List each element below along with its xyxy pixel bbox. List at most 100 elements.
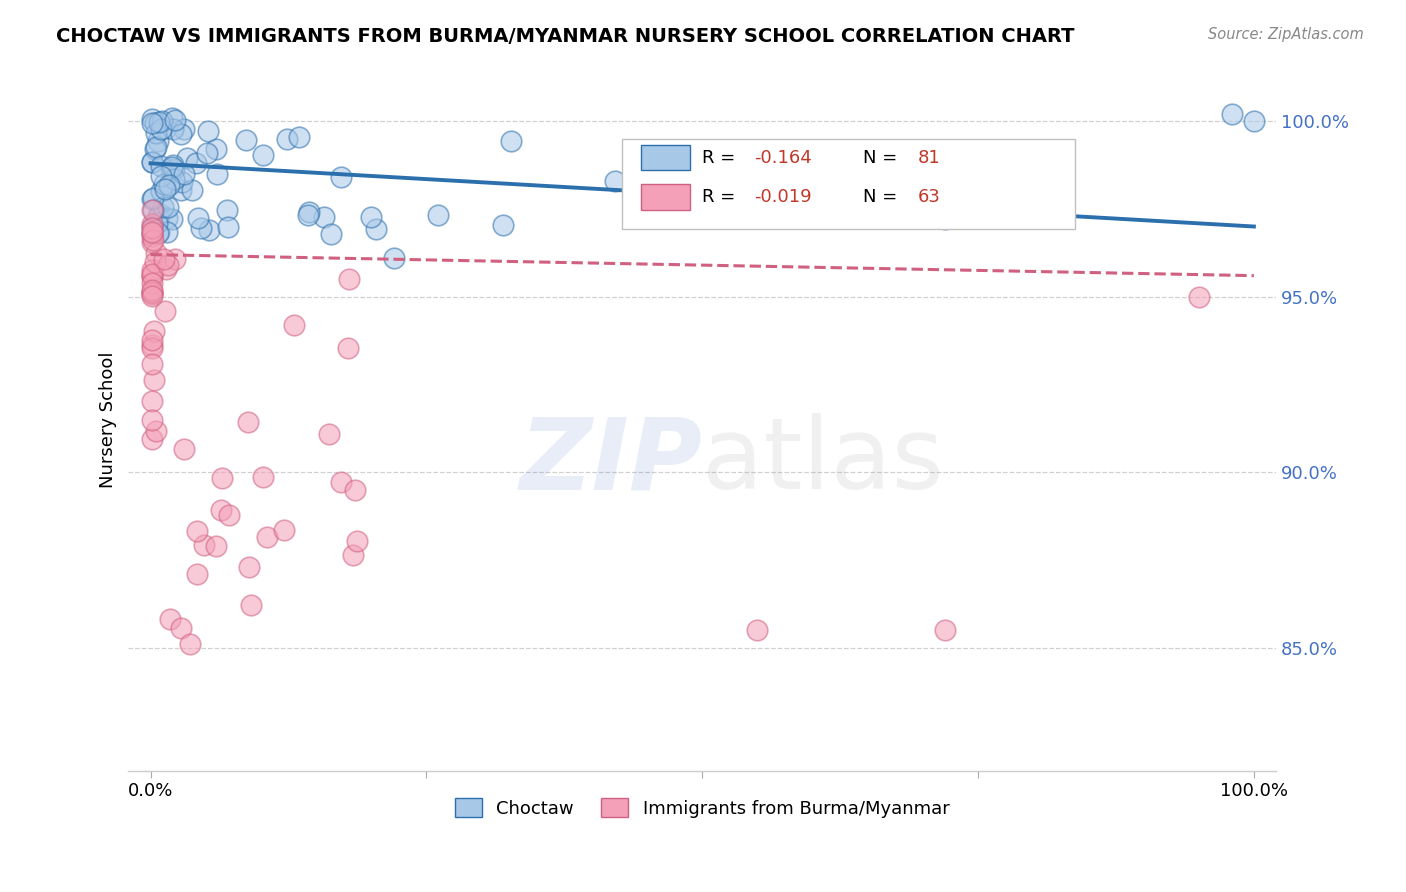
Point <box>934 212 956 227</box>
Point <box>141 218 163 232</box>
Point <box>141 155 163 169</box>
Point <box>318 427 340 442</box>
Point <box>382 251 405 265</box>
Point <box>205 167 228 181</box>
Point <box>148 225 170 239</box>
Point <box>150 184 173 198</box>
Point <box>276 132 298 146</box>
Text: N =: N = <box>863 188 903 206</box>
Point <box>143 254 166 268</box>
Point <box>165 113 187 128</box>
Point <box>141 226 163 240</box>
Point <box>238 560 260 574</box>
Point <box>184 156 207 170</box>
Text: atlas: atlas <box>702 413 943 510</box>
Point <box>329 169 352 184</box>
Point <box>156 211 179 226</box>
Point <box>217 219 239 234</box>
Point <box>141 235 163 250</box>
Point <box>342 548 364 562</box>
Point <box>179 637 201 651</box>
Point <box>283 318 305 332</box>
Point <box>162 172 184 186</box>
Point <box>186 524 208 538</box>
Point <box>141 283 163 297</box>
Point <box>141 269 163 284</box>
Point <box>170 183 193 197</box>
Point <box>141 267 163 281</box>
Point <box>142 202 165 217</box>
Point <box>287 129 309 144</box>
Point <box>141 262 163 277</box>
Point <box>141 342 163 356</box>
Point <box>297 208 319 222</box>
Point <box>1188 290 1211 304</box>
Point <box>162 211 184 226</box>
Point <box>145 140 167 154</box>
Point <box>141 285 163 300</box>
Point <box>141 112 163 127</box>
Point <box>141 268 163 282</box>
Point <box>170 127 193 141</box>
FancyBboxPatch shape <box>641 185 689 210</box>
Point <box>654 163 676 178</box>
Point <box>153 177 176 191</box>
Point <box>141 277 163 291</box>
Point <box>159 612 181 626</box>
Point <box>337 272 360 286</box>
Point <box>141 338 163 352</box>
Text: Source: ZipAtlas.com: Source: ZipAtlas.com <box>1208 27 1364 42</box>
Point <box>157 258 180 272</box>
Point <box>193 538 215 552</box>
Point <box>217 202 239 217</box>
Point <box>252 470 274 484</box>
Point <box>141 413 163 427</box>
Point <box>145 216 167 230</box>
Point <box>141 285 163 299</box>
Point <box>141 116 163 130</box>
Point <box>176 151 198 165</box>
Point <box>209 502 232 516</box>
Point <box>197 124 219 138</box>
FancyBboxPatch shape <box>621 139 1076 228</box>
Point <box>155 261 177 276</box>
Point <box>187 211 209 225</box>
Point <box>603 173 626 187</box>
Point <box>256 530 278 544</box>
Point <box>150 114 173 128</box>
Point <box>156 225 179 239</box>
Point <box>273 523 295 537</box>
Point <box>240 598 263 612</box>
Point <box>141 221 163 235</box>
Text: ZIP: ZIP <box>519 413 702 510</box>
Point <box>173 167 195 181</box>
Point <box>141 393 163 408</box>
Text: CHOCTAW VS IMMIGRANTS FROM BURMA/MYANMAR NURSERY SCHOOL CORRELATION CHART: CHOCTAW VS IMMIGRANTS FROM BURMA/MYANMAR… <box>56 27 1074 45</box>
Point <box>152 200 174 214</box>
Point <box>146 226 169 240</box>
Point <box>143 115 166 129</box>
Point <box>145 245 167 260</box>
Point <box>173 122 195 136</box>
Point <box>141 357 163 371</box>
Point <box>499 134 522 148</box>
Point <box>141 432 163 446</box>
Text: 63: 63 <box>918 188 941 206</box>
Point <box>146 134 169 148</box>
Point <box>181 183 204 197</box>
Legend: Choctaw, Immigrants from Burma/Myanmar: Choctaw, Immigrants from Burma/Myanmar <box>447 791 956 825</box>
Point <box>235 133 257 147</box>
Point <box>141 155 163 169</box>
Point <box>162 122 184 136</box>
Point <box>141 192 163 206</box>
Point <box>142 233 165 247</box>
Point <box>155 120 177 135</box>
Point <box>149 207 172 221</box>
Point <box>141 220 163 235</box>
Point <box>157 200 180 214</box>
Text: N =: N = <box>863 149 903 167</box>
Point <box>141 288 163 302</box>
Point <box>205 539 228 553</box>
Point <box>160 160 183 174</box>
Point <box>145 424 167 438</box>
